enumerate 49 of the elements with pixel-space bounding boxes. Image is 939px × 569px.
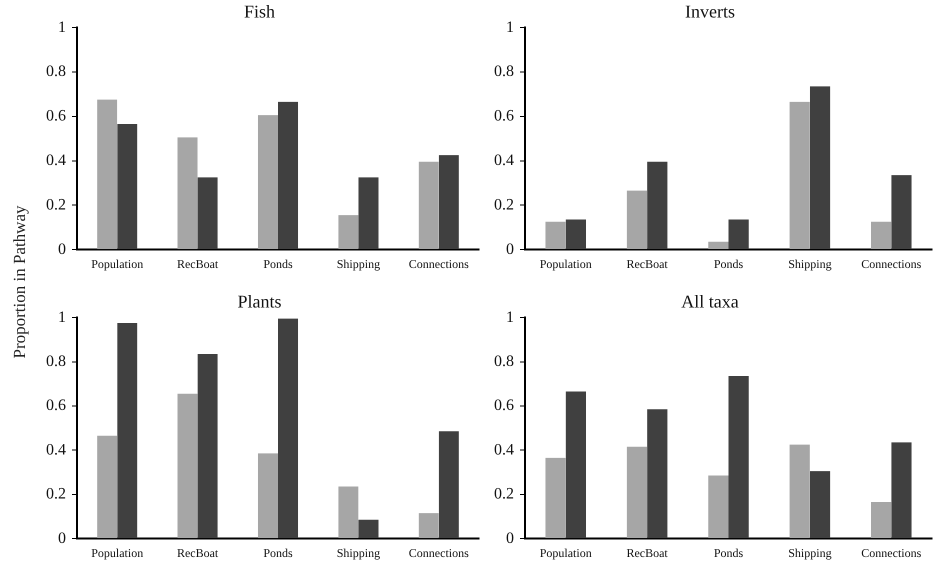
y-tick-label: 0	[506, 530, 514, 547]
y-tick-label: 0.2	[494, 196, 514, 214]
y-tick-label: 0	[58, 240, 66, 258]
y-tick-label: 0.4	[46, 441, 66, 458]
chart-title: Inverts	[685, 2, 735, 22]
y-tick-label: 0.8	[494, 63, 514, 80]
x-tick-label: Connections	[408, 256, 470, 271]
y-axis-title: Proportion in Pathway	[10, 204, 30, 360]
y-tick-label: 0	[506, 240, 514, 258]
x-tick-label: RecBoat	[176, 546, 219, 560]
x-tick-label: Ponds	[263, 546, 293, 560]
y-tick-label: 0.4	[494, 152, 514, 170]
y-tick-label: 0.2	[46, 486, 66, 503]
x-tick-label: Ponds	[714, 256, 744, 271]
y-tick-label: 0.6	[46, 397, 66, 414]
x-tick-label: Population	[91, 546, 144, 560]
x-tick-label: Ponds	[263, 256, 293, 271]
y-tick-label: 1	[506, 308, 514, 326]
y-tick-label: 0.8	[46, 353, 66, 370]
y-tick-label: 0.8	[46, 63, 66, 80]
x-tick-label: RecBoat	[176, 256, 219, 271]
y-tick-label: 0.8	[494, 353, 514, 370]
x-tick-label: Shipping	[788, 546, 832, 560]
x-tick-label: Shipping	[788, 256, 832, 271]
x-tick-label: Shipping	[336, 546, 380, 560]
y-tick-label: 1	[58, 18, 66, 36]
x-tick-label: Connections	[408, 546, 470, 560]
x-tick-label: RecBoat	[626, 546, 668, 560]
y-tick-label: 0.6	[494, 108, 514, 125]
x-tick-label: Population	[540, 256, 592, 271]
y-tick-label: 0.6	[46, 108, 66, 125]
x-tick-label: RecBoat	[626, 256, 668, 271]
chart-title: Plants	[237, 292, 282, 312]
y-tick-label: 0	[58, 530, 66, 547]
x-tick-label: Connections	[861, 256, 922, 271]
y-tick-label: 0.2	[46, 196, 66, 214]
x-tick-label: Ponds	[714, 546, 744, 560]
y-tick-label: 1	[506, 18, 514, 36]
y-tick-label: 0.6	[494, 397, 514, 414]
x-tick-label: Population	[91, 256, 144, 271]
chart-title: All taxa	[681, 292, 739, 312]
chart-title: Fish	[244, 2, 276, 22]
y-tick-label: 1	[58, 308, 66, 326]
x-tick-label: Shipping	[336, 256, 380, 271]
y-tick-label: 0.2	[494, 486, 514, 503]
x-tick-label: Connections	[861, 546, 922, 560]
y-tick-label: 0.4	[494, 441, 514, 458]
y-tick-label: 0.4	[46, 152, 66, 170]
x-tick-label: Population	[540, 546, 592, 560]
